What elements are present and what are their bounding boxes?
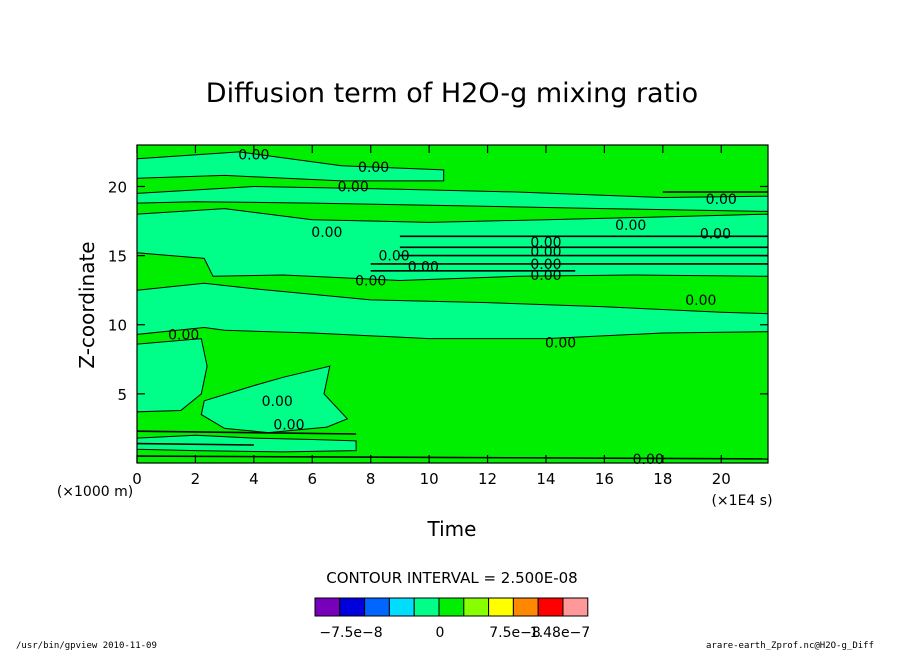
contour-regions: [136, 151, 769, 453]
x-unit-label: (×1E4 s): [711, 493, 772, 509]
contour-label: 0.00: [530, 268, 561, 284]
contour-label: 0.00: [262, 394, 293, 410]
x-tick-label: 10: [420, 470, 439, 488]
footer-left: /usr/bin/gpview 2010-11-09: [16, 641, 157, 651]
x-tick-label: 12: [478, 470, 497, 488]
colorbar-label: −7.5e−8: [319, 625, 382, 641]
contour-label: 0.00: [530, 257, 561, 273]
colorbar-swatch: [537, 597, 564, 617]
colorbar-swatch: [364, 597, 390, 617]
contour-label: 0.00: [530, 244, 561, 260]
contour-label: 0.00: [408, 260, 439, 276]
x-tick-label: 0: [132, 470, 142, 488]
contour-line-9: [136, 442, 254, 446]
plot-area: 0.000.000.000.000.000.000.000.000.000.00…: [136, 144, 769, 468]
colorbar-swatch: [314, 597, 341, 617]
contour-label: 0.00: [633, 452, 664, 468]
y-tick-label: 20: [108, 178, 127, 196]
axes: 0 2 4 6 8 10 12 14 16 18 20 5 10 15 20: [108, 145, 768, 488]
colorbar-swatch: [562, 597, 589, 617]
colorbar: −7.5e−8 0 7.5e−81.48e−7: [314, 597, 590, 641]
contour-label: 0.00: [338, 179, 369, 195]
plot-frame: [136, 144, 769, 464]
contour-label: 0.00: [615, 218, 646, 234]
x-tick-label: 2: [191, 470, 201, 488]
contour-line-7: [136, 430, 357, 435]
y-unit-label: (×1000 m): [57, 484, 133, 500]
x-tick-label: 8: [366, 470, 376, 488]
contour-label: 0.00: [311, 225, 342, 241]
x-tick-label: 14: [536, 470, 555, 488]
colorbar-swatch: [413, 597, 440, 617]
contour-label: 0.00: [530, 235, 561, 251]
colorbar-label: 7.5e−8: [489, 625, 541, 641]
contour-label: 0.00: [238, 148, 269, 164]
contour-labels: 0.000.000.000.000.000.000.000.000.000.00…: [168, 148, 737, 468]
contour-lines: [136, 191, 769, 460]
y-tick-label: 5: [117, 386, 127, 404]
colorbar-swatch: [463, 597, 490, 617]
contour-label: 0.00: [706, 192, 737, 208]
contour-label: 0.00: [168, 327, 199, 343]
colorbar-swatch: [438, 597, 465, 617]
contour-label: 0.00: [685, 293, 716, 309]
colorbar-label: 0: [436, 625, 445, 641]
contour-region-7: [136, 434, 357, 453]
contour-label: 0.00: [355, 273, 386, 289]
y-axis-label: Z-coordinate: [75, 241, 99, 368]
y-tick-label: 15: [108, 248, 127, 266]
contour-label: 0.00: [378, 249, 409, 265]
colorbar-label: 1.48e−7: [530, 625, 590, 641]
contour-interval: CONTOUR INTERVAL = 2.500E-08: [326, 569, 577, 587]
contour-label: 0.00: [700, 226, 731, 242]
contour-label: 0.00: [273, 417, 304, 433]
x-axis-label: Time: [427, 517, 477, 541]
colorbar-swatch: [339, 597, 366, 617]
contour-label: 0.00: [545, 336, 576, 352]
contour-region-1: [136, 151, 445, 182]
x-tick-label: 6: [308, 470, 318, 488]
x-tick-label: 20: [712, 470, 731, 488]
contour-region-3: [136, 208, 769, 282]
contour-label: 0.00: [358, 160, 389, 176]
footer-right: arare-earth_Zprof.nc@H2O-g_Diff: [706, 641, 874, 651]
colorbar-swatch: [488, 597, 514, 617]
x-tick-label: 16: [595, 470, 614, 488]
y-tick-label: 10: [108, 317, 127, 335]
colorbar-swatch: [388, 597, 415, 617]
colorbar-swatch: [512, 597, 539, 617]
chart-title: Diffusion term of H2O-g mixing ratio: [206, 78, 698, 109]
x-tick-label: 18: [653, 470, 672, 488]
contour-region-6: [200, 365, 349, 434]
x-tick-label: 4: [249, 470, 259, 488]
